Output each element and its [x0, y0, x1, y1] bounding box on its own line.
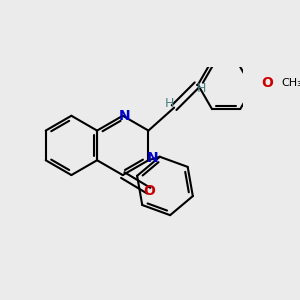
Text: CH₃: CH₃ — [281, 78, 300, 88]
Text: N: N — [147, 152, 159, 165]
Text: H: H — [165, 97, 174, 110]
Text: H: H — [197, 82, 206, 95]
Text: N: N — [119, 109, 130, 123]
Text: O: O — [261, 76, 273, 90]
Text: O: O — [144, 184, 156, 198]
